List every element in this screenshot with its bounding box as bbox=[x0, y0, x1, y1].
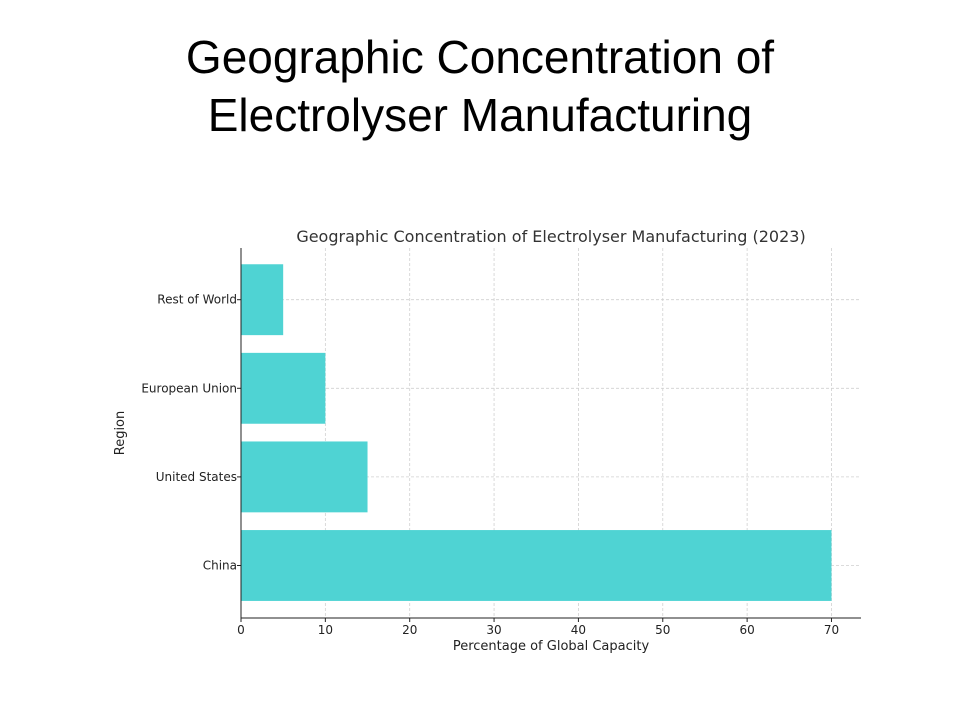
y-ticks: China United States European Union Rest of … bbox=[141, 293, 241, 573]
x-tick-label: 10 bbox=[318, 623, 333, 637]
slide-title-line-2: Electrolyser Manufacturing bbox=[207, 89, 753, 141]
y-tick-label: United States bbox=[156, 470, 237, 484]
chart-title: Geographic Concentration of Electrolyser… bbox=[296, 227, 805, 246]
bar-united-states bbox=[241, 441, 368, 513]
y-tick-label: China bbox=[203, 559, 237, 573]
x-axis-label: Percentage of Global Capacity bbox=[453, 639, 650, 654]
y-axis-label: Region bbox=[113, 411, 128, 456]
slide-title: Geographic Concentration of Electrolyser… bbox=[0, 28, 960, 144]
bars bbox=[241, 264, 832, 601]
x-tick-label: 70 bbox=[824, 623, 839, 637]
x-tick-label: 30 bbox=[486, 623, 501, 637]
x-tick-label: 40 bbox=[571, 623, 586, 637]
bar-china bbox=[241, 530, 832, 601]
y-tick-label: European Union bbox=[141, 381, 237, 395]
x-tick-label: 20 bbox=[402, 623, 417, 637]
grid-lines bbox=[240, 248, 861, 618]
axes bbox=[240, 248, 861, 619]
x-tick-label: 60 bbox=[739, 623, 754, 637]
bar-rest-of-world bbox=[241, 264, 284, 336]
bar-european-union bbox=[241, 352, 326, 424]
slide-title-line-1: Geographic Concentration of bbox=[185, 31, 775, 83]
x-tick-label: 0 bbox=[237, 623, 245, 637]
x-tick-label: 50 bbox=[655, 623, 670, 637]
y-tick-label: Rest of World bbox=[157, 293, 237, 307]
x-ticks: 0 10 20 30 40 50 60 70 bbox=[237, 618, 839, 637]
